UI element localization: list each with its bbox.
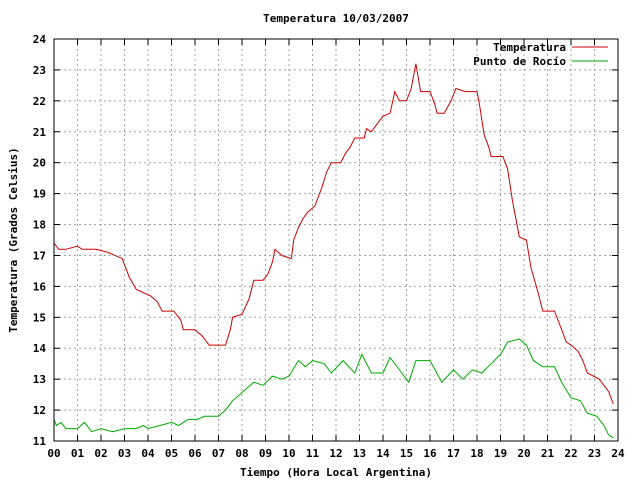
series-layer [53, 63, 614, 439]
chart-title: Temperatura 10/03/2007 [263, 12, 409, 25]
x-tick-label: 17 [447, 447, 460, 460]
y-tick-label: 21 [33, 126, 47, 139]
x-tick-label: 00 [47, 447, 60, 460]
legend-label: Temperatura [493, 41, 566, 54]
x-tick-label: 21 [541, 447, 555, 460]
x-tick-label: 11 [306, 447, 320, 460]
series-line-1 [53, 338, 614, 439]
series-line-0 [53, 63, 614, 405]
x-tick-label: 06 [188, 447, 202, 460]
x-tick-label: 12 [329, 447, 342, 460]
x-axis-label: Tiempo (Hora Local Argentina) [240, 466, 432, 479]
y-tick-label: 18 [33, 219, 46, 232]
legend-label: Punto de Rocío [473, 55, 566, 68]
x-tick-label: 09 [259, 447, 272, 460]
x-tick-label: 13 [353, 447, 366, 460]
x-tick-label: 19 [494, 447, 507, 460]
y-tick-label: 14 [33, 342, 47, 355]
y-tick-label: 19 [33, 188, 46, 201]
x-tick-label: 14 [376, 447, 390, 460]
y-tick-label: 24 [33, 33, 47, 46]
y-tick-label: 12 [33, 404, 46, 417]
x-tick-label: 01 [71, 447, 85, 460]
x-tick-label: 02 [94, 447, 107, 460]
x-tick-label: 10 [282, 447, 295, 460]
x-tick-label: 23 [588, 447, 601, 460]
grid [54, 39, 618, 441]
x-tick-label: 22 [564, 447, 577, 460]
x-tick-label: 20 [517, 447, 530, 460]
x-tick-label: 03 [118, 447, 131, 460]
y-tick-label: 20 [33, 157, 46, 170]
y-tick-label: 17 [33, 249, 46, 262]
y-tick-label: 22 [33, 95, 46, 108]
x-tick-label: 04 [141, 447, 155, 460]
x-tick-label: 07 [212, 447, 225, 460]
y-axis-label: Temperatura (Grados Celsius) [7, 147, 20, 332]
y-tick-label: 16 [33, 280, 47, 293]
x-tick-label: 08 [235, 447, 248, 460]
y-tick-label: 11 [33, 435, 47, 448]
y-tick-label: 23 [33, 64, 46, 77]
y-tick-label: 15 [33, 311, 46, 324]
axis-ticks: 00 01 02 03 04 05 06 07 08 09 10 11 12 13 14 15 16 17 18 19… [33, 33, 625, 460]
x-tick-label: 16 [423, 447, 437, 460]
y-tick-label: 13 [33, 373, 46, 386]
x-tick-label: 24 [611, 447, 625, 460]
x-tick-label: 18 [470, 447, 483, 460]
x-tick-label: 05 [165, 447, 178, 460]
x-tick-label: 15 [400, 447, 413, 460]
